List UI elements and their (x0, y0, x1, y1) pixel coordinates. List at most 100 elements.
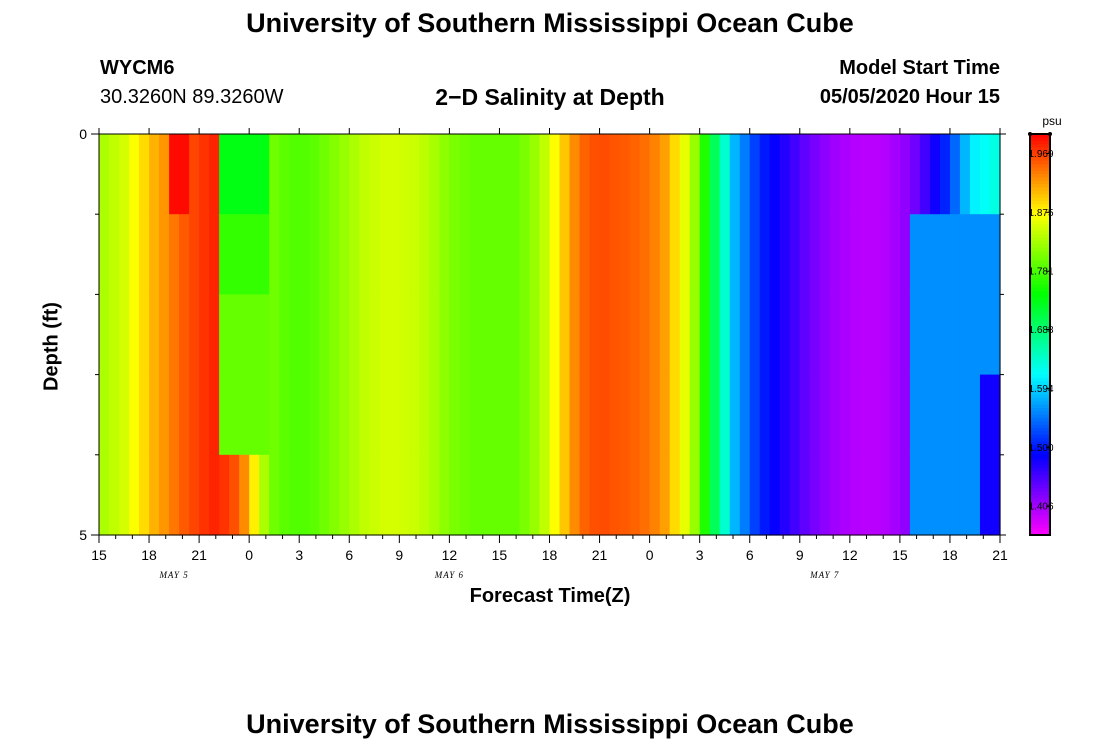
x-tick-label: 21 (191, 547, 207, 563)
heatmap-cell (429, 454, 440, 536)
heatmap-cell (779, 454, 791, 536)
heatmap-cell (909, 454, 921, 536)
heatmap-cell (989, 454, 1001, 536)
colorbar-segment (1030, 254, 1050, 259)
heatmap-cell (869, 294, 881, 376)
heatmap-cell (989, 294, 1001, 376)
heatmap-cell (209, 294, 220, 376)
heatmap-cell (249, 294, 260, 376)
heatmap-cell (339, 214, 350, 295)
heatmap-cell (899, 294, 911, 376)
x-tick-label: 18 (542, 547, 558, 563)
heatmap-cell (169, 214, 180, 295)
heatmap-cell (469, 134, 481, 215)
heatmap-cell (579, 294, 591, 376)
heatmap-cell (549, 454, 561, 536)
heatmap-cell (929, 214, 941, 295)
heatmap-cell (499, 454, 511, 536)
heatmap-cell (259, 454, 270, 536)
heatmap-cell (669, 454, 681, 536)
heatmap-cell (289, 294, 300, 376)
heatmap-cell (939, 134, 951, 215)
colorbar-segment (1030, 418, 1050, 422)
heatmap-cell (679, 454, 691, 536)
colorbar-segment (1030, 167, 1050, 172)
colorbar-segment (1030, 504, 1050, 509)
heatmap-cell (929, 294, 941, 376)
x-tick-label: 3 (696, 547, 704, 563)
colorbar-segment (1030, 434, 1050, 439)
heatmap-cell (169, 134, 180, 215)
heatmap-cell (789, 374, 801, 456)
heatmap-cell (589, 294, 601, 376)
heatmap-cell (949, 374, 961, 456)
heatmap-cell (479, 294, 491, 376)
x-tick-label: 9 (395, 547, 403, 563)
heatmap-cell (519, 134, 531, 215)
heatmap-cell (529, 454, 541, 536)
heatmap-cell (409, 134, 420, 215)
heatmap-cells (99, 134, 1001, 536)
heatmap-cell (459, 214, 471, 295)
heatmap-cell (629, 454, 641, 536)
heatmap-cell (599, 294, 611, 376)
heatmap-cell (839, 214, 851, 295)
colorbar-segment (1030, 317, 1050, 322)
heatmap-cell (379, 374, 390, 456)
colorbar-segment (1030, 204, 1050, 209)
heatmap-cell (449, 294, 460, 376)
heatmap-cell (269, 294, 280, 376)
heatmap-cell (469, 294, 481, 376)
heatmap-cell (139, 374, 150, 456)
heatmap-cell (199, 454, 210, 536)
colorbar-segment (1030, 234, 1050, 239)
heatmap-cell (299, 454, 310, 536)
heatmap-cell (779, 374, 791, 456)
colorbar-segment (1030, 180, 1050, 185)
colorbar-segment (1030, 408, 1050, 412)
heatmap-cell (519, 214, 531, 295)
heatmap-cell (659, 214, 671, 295)
colorbar-segment (1030, 474, 1050, 479)
heatmap-cell (269, 454, 280, 536)
heatmap-cell (739, 214, 751, 295)
heatmap-cell (219, 374, 230, 456)
heatmap-cell (289, 214, 300, 295)
heatmap-cell (149, 134, 160, 215)
heatmap-cell (939, 454, 951, 536)
station-id: WYCM6 (100, 57, 175, 79)
heatmap-cell (289, 374, 300, 456)
heatmap-cell (659, 134, 671, 215)
colorbar-segment (1030, 528, 1050, 533)
heatmap-cell (849, 454, 861, 536)
heatmap-cell (959, 134, 971, 215)
heatmap-cell (609, 214, 621, 295)
heatmap-cell (449, 214, 460, 295)
heatmap-cell (409, 374, 420, 456)
heatmap-cell (379, 214, 390, 295)
heatmap-cell (499, 294, 511, 376)
heatmap-cell (889, 454, 901, 536)
heatmap-cell (149, 454, 160, 536)
heatmap-cell (149, 374, 160, 456)
colorbar-segment (1030, 367, 1050, 372)
colorbar-segment (1030, 521, 1050, 526)
heatmap-cell (839, 374, 851, 456)
colorbar-segment (1030, 531, 1050, 536)
heatmap-cell (779, 214, 791, 295)
colorbar-segment (1030, 230, 1050, 235)
heatmap-cell (349, 294, 360, 376)
heatmap-cell (809, 134, 821, 215)
colorbar-segment (1030, 511, 1050, 516)
heatmap-cell (949, 214, 961, 295)
heatmap-cell (709, 454, 721, 536)
heatmap-cell (169, 294, 180, 376)
heatmap-cell (549, 374, 561, 456)
heatmap-cell (929, 454, 941, 536)
heatmap-cell (759, 214, 771, 295)
colorbar-segment (1030, 454, 1050, 459)
x-tick-label: 21 (592, 547, 608, 563)
heatmap-cell (699, 294, 711, 376)
heatmap-cell (539, 294, 551, 376)
heatmap-cell (409, 214, 420, 295)
